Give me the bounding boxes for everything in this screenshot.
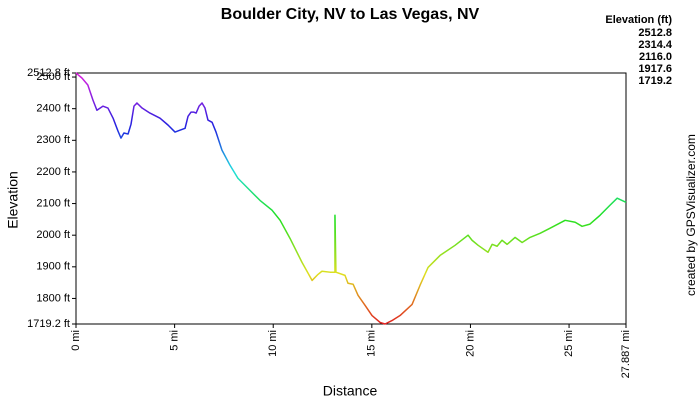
x-axis-label: Distance: [323, 383, 378, 399]
y-tick-label: 2300 ft: [36, 134, 70, 146]
y-tick-label: 2512.8 ft: [27, 67, 70, 79]
legend-title: Elevation (ft): [605, 14, 672, 26]
x-tick-label: 25 mi: [563, 330, 575, 357]
x-tick-label: 5 mi: [169, 330, 181, 351]
x-tick-label: 0 mi: [70, 330, 82, 351]
credit: created by GPSVisualizer.com: [684, 134, 698, 296]
legend-entry: 2314.4: [638, 39, 673, 51]
legend-entry: 2116.0: [639, 51, 672, 63]
y-tick-label: 1800 ft: [36, 292, 70, 304]
plot-frame: [75, 72, 627, 325]
y-tick-label: 2200 ft: [36, 166, 70, 178]
y-tick-label: 2100 ft: [36, 197, 70, 209]
y-tick-label: 2500 ft: [36, 71, 70, 83]
x-tick-label: 27.887 mi: [620, 330, 632, 378]
y-tick-label: 1900 ft: [36, 261, 70, 273]
legend-entry: 2512.8: [638, 27, 672, 39]
chart-title: Boulder City, NV to Las Vegas, NV: [221, 6, 480, 23]
x-tick-label: 10 mi: [267, 330, 279, 357]
y-tick-label: 1719.2 ft: [27, 318, 70, 330]
legend-entry: 1719.2: [638, 75, 672, 87]
x-tick-label: 20 mi: [464, 330, 476, 357]
y-tick-label: 2000 ft: [36, 229, 70, 241]
legend-entry: 1917.6: [638, 63, 672, 75]
y-axis-label: Elevation: [5, 171, 21, 229]
y-tick-label: 2400 ft: [36, 103, 70, 115]
x-tick-label: 15 mi: [366, 330, 378, 357]
elevation-line: [75, 72, 627, 325]
